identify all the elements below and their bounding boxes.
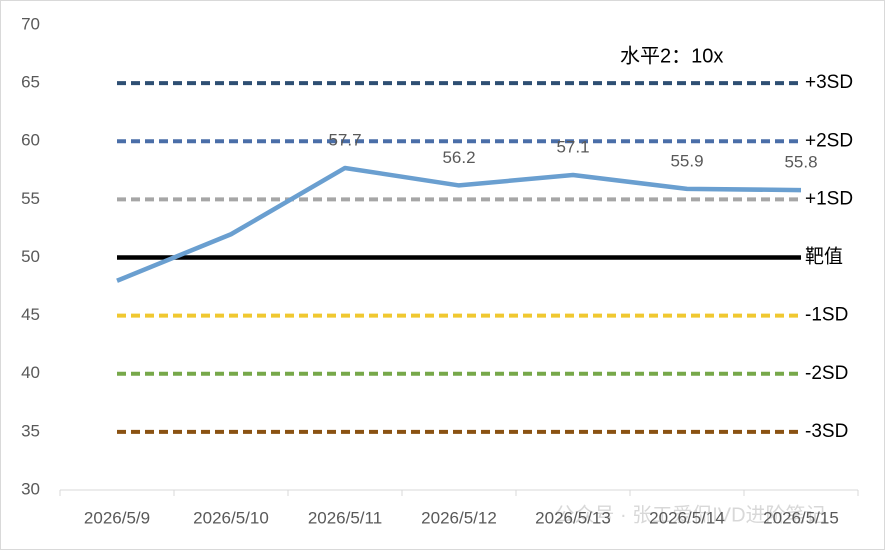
y-tick-label: 50 [21, 247, 40, 266]
data-label: 56.2 [442, 148, 475, 167]
y-tick-label: 45 [21, 305, 40, 324]
y-tick-label: 40 [21, 363, 40, 382]
y-tick-label: 55 [21, 189, 40, 208]
watermark: 公众号 · 张工爱侃IVD进阶笔记 [554, 503, 825, 526]
x-tick-label: 2026/5/12 [421, 508, 497, 527]
data-label: 55.8 [784, 153, 817, 172]
reference-label: 靶值 [805, 246, 843, 268]
x-tick-label: 2026/5/9 [84, 508, 150, 527]
data-label: 57.1 [556, 137, 589, 156]
annotation: 水平2：10x [620, 44, 723, 67]
reference-label: -3SD [805, 421, 848, 442]
data-label: 55.9 [670, 151, 703, 170]
data-line [116, 165, 802, 283]
x-tick-label: 2026/5/11 [308, 508, 382, 527]
y-tick-label: 30 [21, 479, 40, 498]
data-label: 57.7 [328, 130, 361, 149]
x-tick-label: 2026/5/14 [649, 508, 725, 527]
y-tick-label: 35 [21, 421, 40, 440]
y-tick-label: 60 [21, 131, 40, 150]
reference-label: -2SD [805, 363, 848, 384]
x-tick-label: 2026/5/13 [535, 508, 611, 527]
reference-label: +1SD [805, 188, 853, 209]
reference-label: +3SD [805, 72, 853, 93]
x-tick-label: 2026/5/15 [763, 508, 839, 527]
y-tick-label: 65 [21, 73, 40, 92]
reference-label: -1SD [805, 305, 848, 326]
y-tick-label: 70 [21, 14, 40, 33]
x-tick-label: 2026/5/10 [193, 508, 269, 527]
reference-label: +2SD [805, 130, 853, 151]
